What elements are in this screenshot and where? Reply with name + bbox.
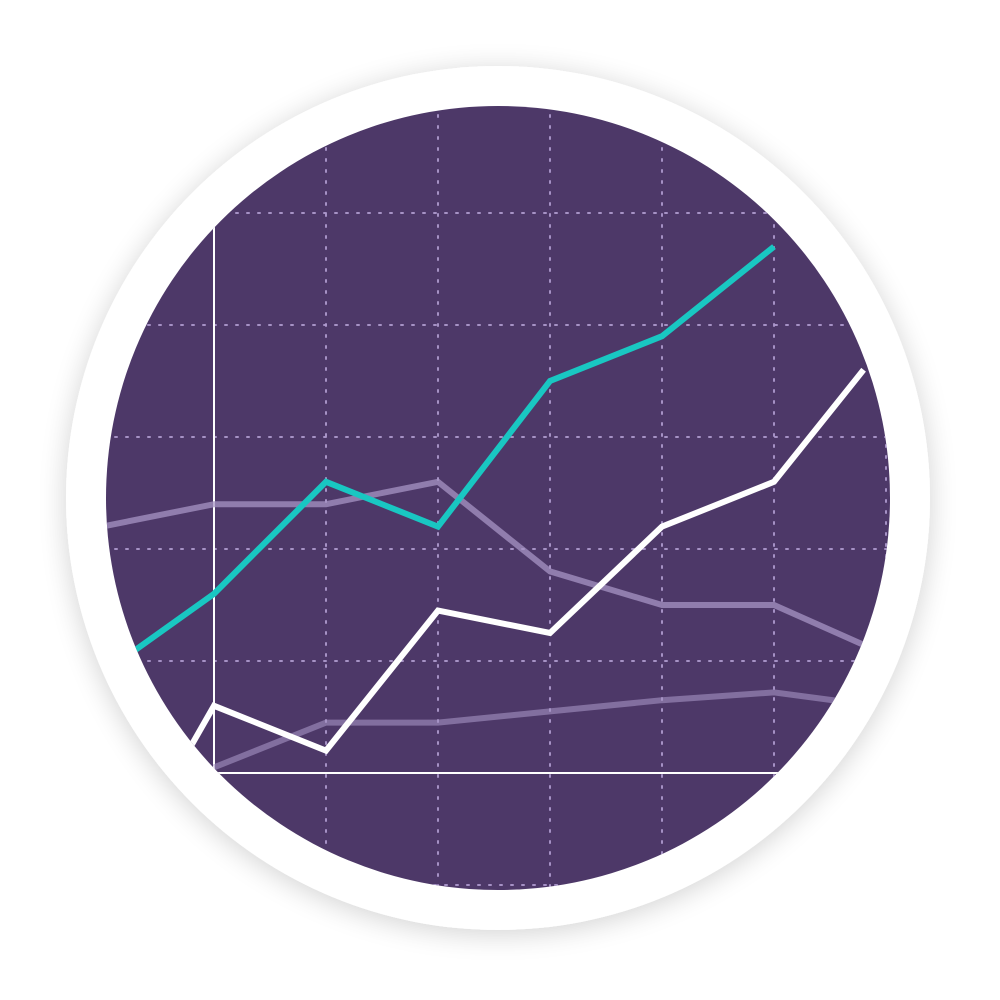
series-line-2 bbox=[188, 367, 866, 755]
series-line-3 bbox=[106, 478, 877, 653]
series-line-4 bbox=[212, 689, 876, 771]
series-lines bbox=[106, 244, 877, 771]
series-line-1 bbox=[133, 244, 776, 653]
axes bbox=[213, 224, 780, 774]
chart-disc bbox=[106, 106, 890, 890]
